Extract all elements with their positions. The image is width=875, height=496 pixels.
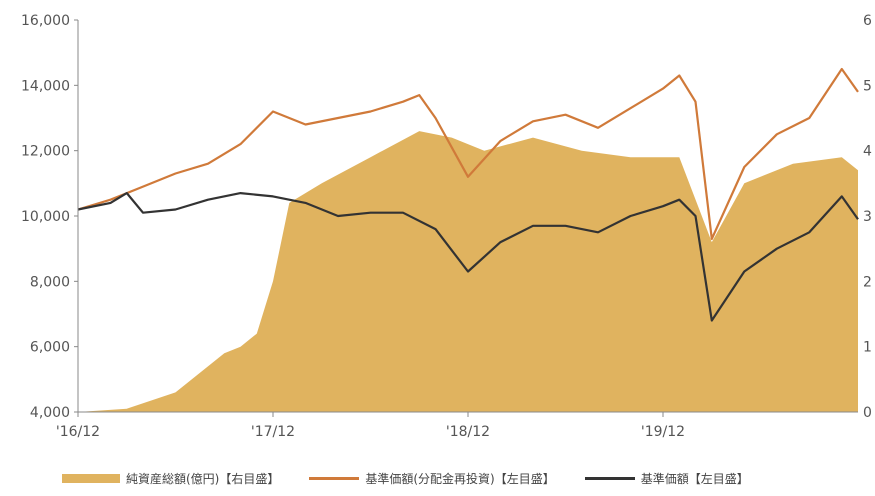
y-right-tick-label: 1 xyxy=(863,340,872,356)
x-tick-label: '16/12 xyxy=(56,424,100,440)
y-right-tick-label: 4 xyxy=(863,144,872,160)
y-left-tick-label: 14,000 xyxy=(21,78,70,94)
chart-legend: 純資産総額(億円)【右目盛】 基準価額(分配金再投資)【左目盛】 基準価額【左目… xyxy=(62,470,779,487)
y-right-tick-label: 2 xyxy=(863,274,872,290)
legend-swatch-nav xyxy=(584,477,635,480)
x-tick-label: '19/12 xyxy=(641,424,685,440)
x-axis-ticks: '16/12 '17/12 '18/12 '19/12 xyxy=(56,412,685,440)
left-axis-ticks: 4,000 6,000 8,000 10,000 12,000 14,000 16,000 xyxy=(21,13,78,421)
y-left-tick-label: 10,000 xyxy=(21,209,70,225)
legend-item-nav-reinvested: 基準価額(分配金再投資)【左目盛】 xyxy=(309,470,555,487)
legend-label-nav: 基準価額【左目盛】 xyxy=(640,472,749,486)
y-left-tick-label: 12,000 xyxy=(21,144,70,160)
legend-swatch-nav-reinvested xyxy=(309,477,360,480)
x-tick-label: '17/12 xyxy=(251,424,295,440)
y-right-tick-label: 3 xyxy=(863,209,872,225)
y-left-tick-label: 8,000 xyxy=(30,274,70,290)
legend-label-nav-reinvested: 基準価額(分配金再投資)【左目盛】 xyxy=(365,472,555,486)
legend-label-net-assets: 純資産総額(億円)【右目盛】 xyxy=(126,472,280,486)
y-right-tick-label: 5 xyxy=(863,78,872,94)
y-left-tick-label: 4,000 xyxy=(30,405,70,421)
legend-item-net-assets: 純資産総額(億円)【右目盛】 xyxy=(62,470,279,487)
right-axis-ticks: 0 1 2 3 4 5 6 xyxy=(863,13,872,421)
legend-swatch-net-assets xyxy=(62,474,120,483)
series-line-nav-reinvested xyxy=(77,67,859,240)
y-left-tick-label: 16,000 xyxy=(21,13,70,29)
legend-item-nav: 基準価額【左目盛】 xyxy=(584,470,749,487)
y-left-tick-label: 6,000 xyxy=(30,340,70,356)
series-line-nav xyxy=(77,192,859,322)
y-right-tick-label: 0 xyxy=(863,405,872,421)
y-right-tick-label: 6 xyxy=(863,13,872,29)
x-tick-label: '18/12 xyxy=(446,424,490,440)
price-lines-layer xyxy=(77,67,859,322)
